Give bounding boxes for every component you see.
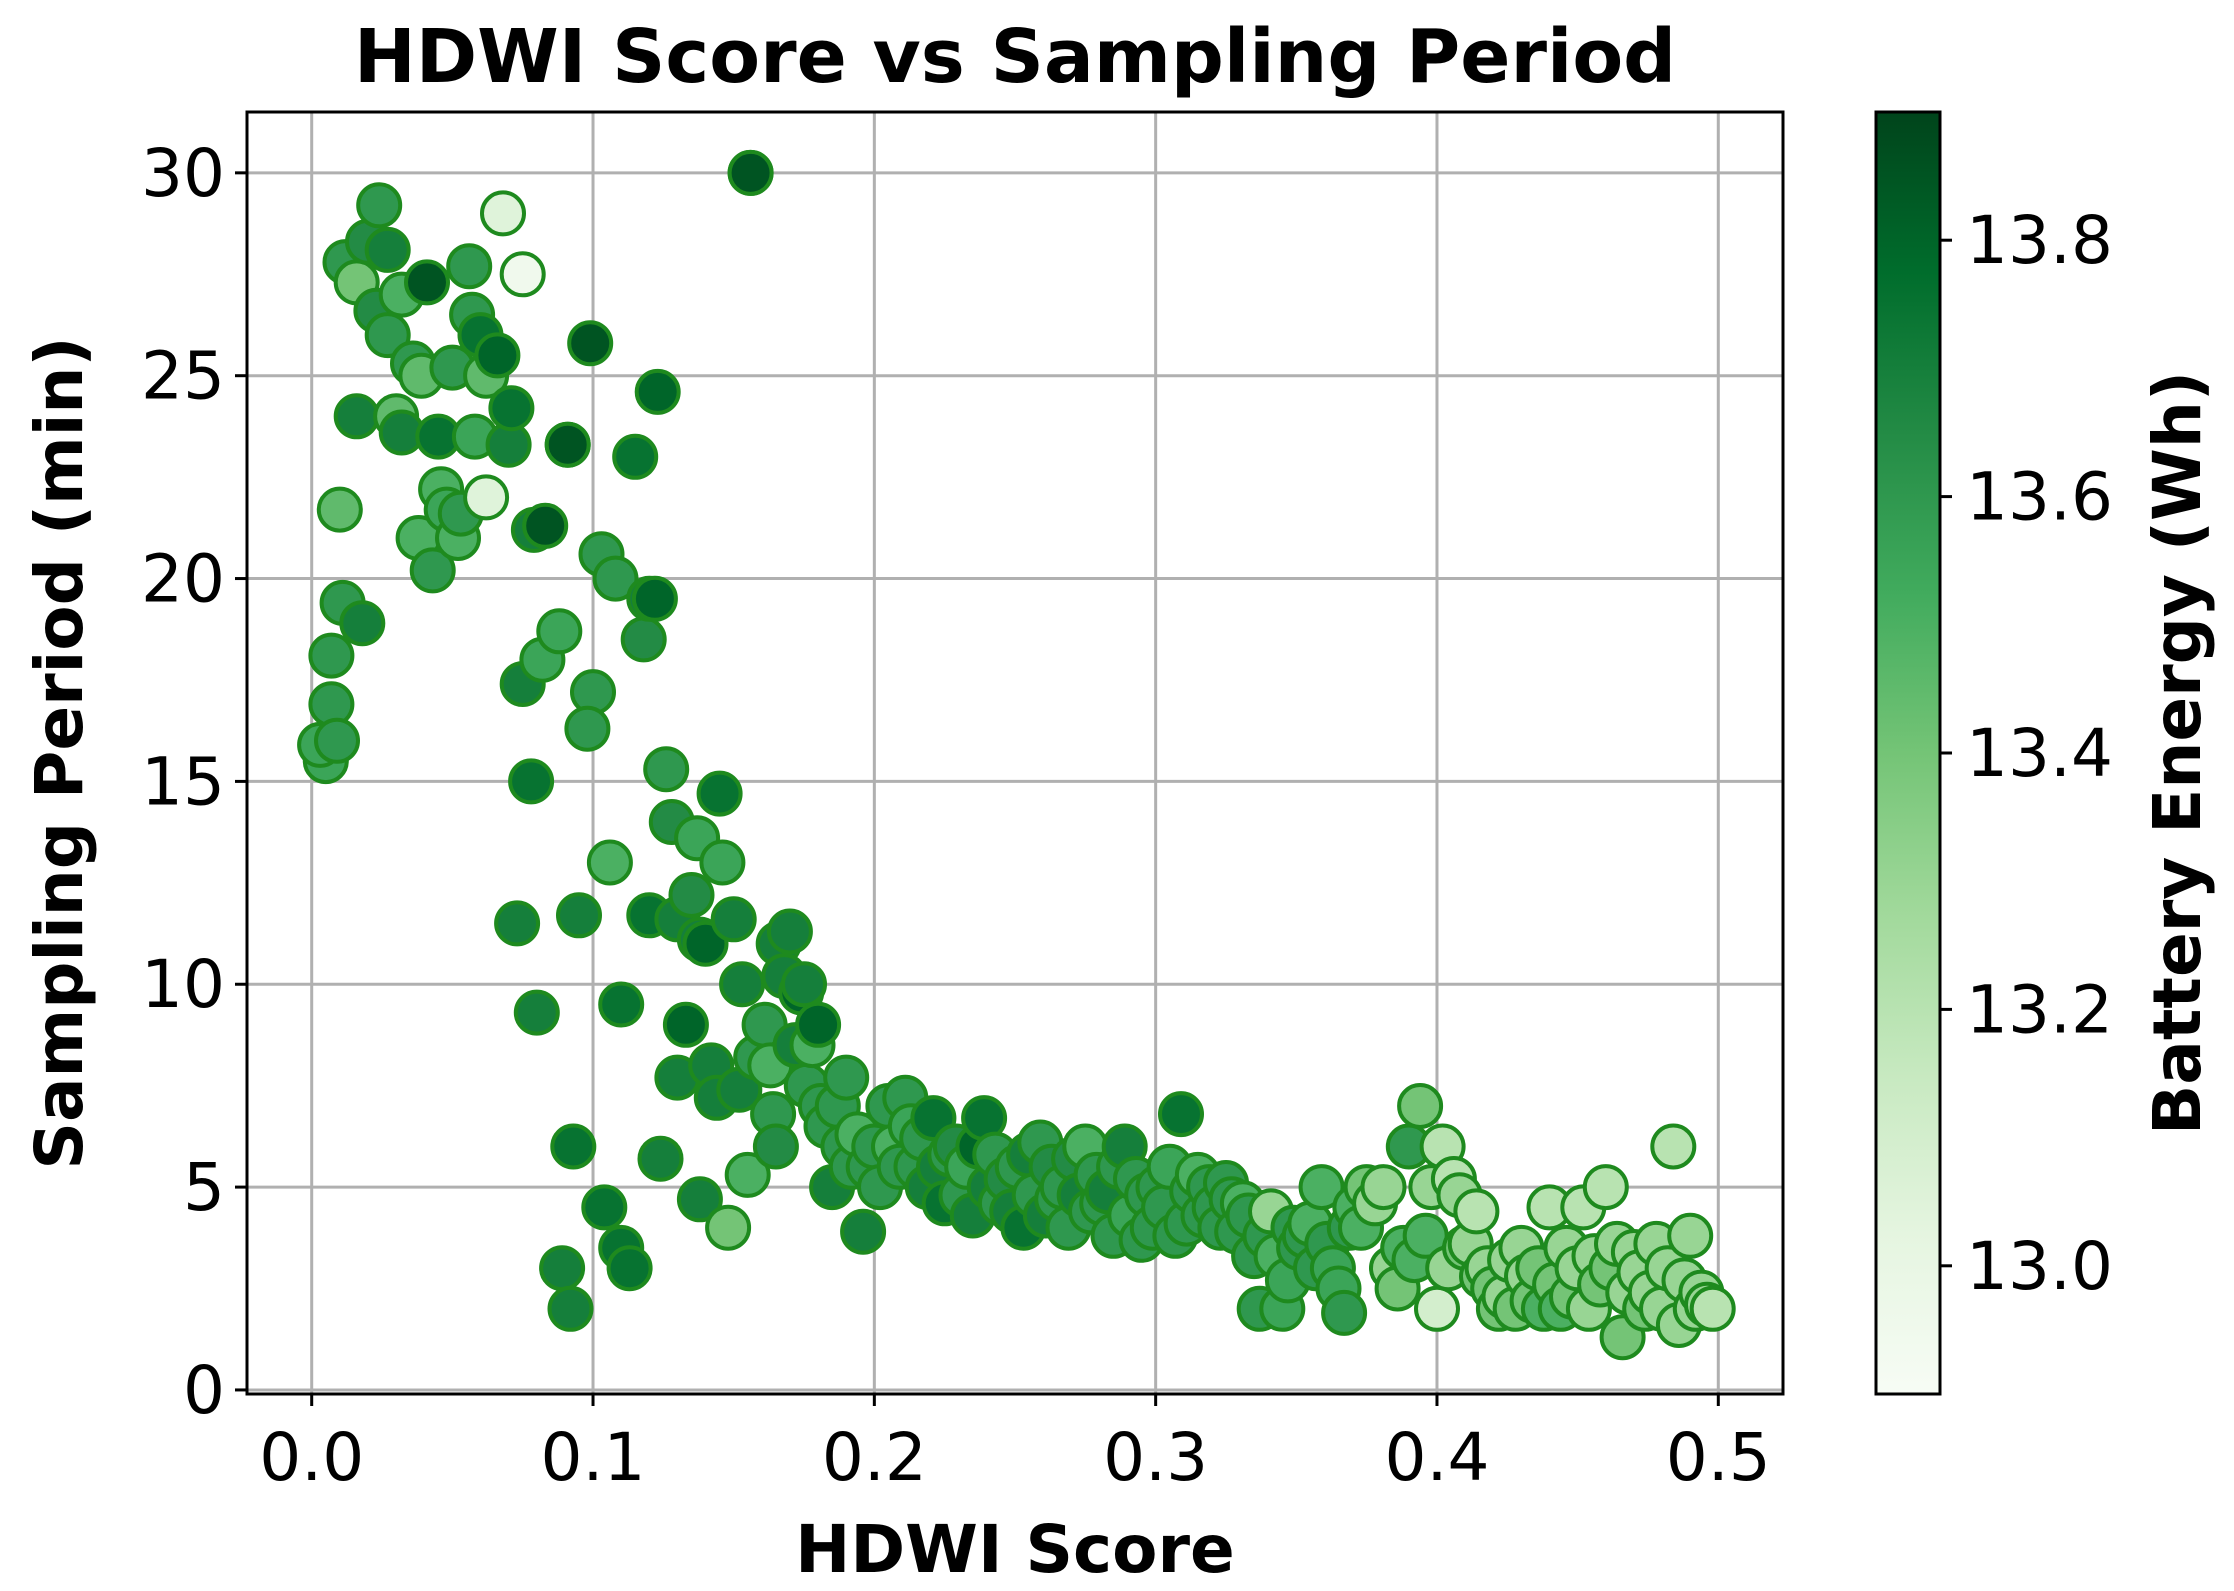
scatter-point — [1453, 1188, 1500, 1235]
scatter-point — [840, 1208, 887, 1255]
x-tick-label: 0.1 — [541, 1419, 646, 1496]
scatter-point — [564, 705, 611, 752]
scatter-point — [409, 547, 456, 594]
scatter-point — [567, 320, 614, 367]
y-tick-label: 15 — [141, 743, 225, 820]
scatter-point — [404, 259, 450, 306]
scatter-point — [308, 632, 355, 679]
scatter-point — [474, 332, 521, 379]
scatter-point — [536, 608, 583, 655]
scatter-point — [513, 989, 560, 1036]
scatter-point — [592, 555, 639, 602]
scatter-point — [463, 474, 510, 521]
y-tick-label: 0 — [183, 1352, 225, 1429]
scatter-point — [556, 892, 602, 939]
x-tick-label: 0.4 — [1384, 1419, 1489, 1496]
scatter-point — [643, 746, 690, 793]
scatter-point — [823, 1054, 870, 1101]
scatter-point — [598, 981, 645, 1028]
scatter-point — [1414, 1285, 1460, 1332]
scatter-point — [795, 1001, 842, 1048]
y-tick-label: 25 — [141, 338, 225, 415]
scatter-point — [446, 243, 493, 290]
colorbar-tick-label: 13.4 — [1966, 715, 2113, 792]
y-tick-label: 30 — [141, 135, 225, 212]
colorbar — [1874, 110, 1942, 1396]
scatter-point — [499, 251, 546, 298]
scatter-point — [1397, 1083, 1444, 1129]
y-tick-label: 10 — [141, 946, 225, 1023]
scatter-point — [676, 1176, 723, 1223]
scatter-point — [727, 149, 774, 196]
scatter-point — [752, 1123, 799, 1170]
scatter-point — [1321, 1289, 1368, 1336]
scatter-point — [634, 368, 681, 415]
scatter-point — [333, 393, 380, 440]
colorbar-tick-label: 13.2 — [1966, 971, 2113, 1048]
scatter-point — [620, 616, 667, 663]
scatter-point — [724, 1151, 771, 1198]
x-tick-label: 0.5 — [1666, 1419, 1771, 1496]
scatter-point — [1298, 1164, 1345, 1211]
scatter-point — [696, 770, 743, 817]
colorbar-tick-label: 13.0 — [1966, 1228, 2113, 1305]
scatter-point — [316, 486, 363, 533]
scatter-point — [314, 717, 360, 764]
scatter-point — [719, 961, 766, 1008]
scatter-point — [606, 1245, 653, 1292]
scatter-point — [631, 575, 678, 622]
colorbar-label: Battery Energy (Wh) — [2139, 371, 2216, 1135]
scatter-point — [339, 600, 386, 647]
x-tick-label: 0.0 — [259, 1419, 364, 1496]
plot-frame — [245, 110, 1785, 1396]
scatter-point — [766, 908, 813, 955]
scatter-point — [662, 1001, 709, 1048]
scatter-point — [1667, 1212, 1714, 1259]
colorbar-ticks-layer: 13.0 13.2 13.4 13.6 13.8 — [1940, 202, 2113, 1305]
scatter-point — [508, 758, 555, 805]
scatter-point — [637, 1135, 684, 1182]
scatter-point — [668, 872, 715, 918]
scatter-point — [1158, 1091, 1204, 1138]
scatter-point — [586, 839, 633, 886]
colorbar-tick-label: 13.6 — [1966, 459, 2113, 536]
scatter-point — [539, 1245, 586, 1292]
scatter-point — [494, 900, 541, 947]
scatter-point — [781, 961, 827, 1008]
points-layer — [297, 149, 1736, 1361]
scatter-point — [705, 1204, 752, 1251]
y-axis-label: Sampling Period (min) — [21, 336, 98, 1169]
x-tick-label: 0.3 — [1103, 1419, 1208, 1496]
scatter-point — [699, 839, 746, 886]
y-tick-label: 20 — [141, 541, 225, 618]
scatter-point — [522, 502, 569, 549]
scatter-point — [612, 433, 659, 480]
scatter-point — [488, 385, 535, 432]
x-axis-label: HDWI Score — [795, 1511, 1235, 1588]
scatter-point — [1689, 1285, 1736, 1332]
scatter-point — [356, 182, 403, 229]
scatter-point — [550, 1123, 597, 1170]
scatter-point — [1582, 1164, 1629, 1211]
scatter-point — [364, 226, 411, 273]
chart-title: HDWI Score vs Sampling Period — [354, 14, 1676, 100]
ticks-layer: 0.0 0.1 0.2 0.3 0.4 0.5 0 5 10 15 20 25 30 — [141, 135, 1771, 1496]
x-tick-label: 0.2 — [822, 1419, 927, 1496]
scatter-point — [1360, 1164, 1407, 1211]
scatter-point — [544, 421, 591, 468]
scatter-point — [581, 1184, 628, 1231]
scatter-point — [480, 190, 526, 237]
colorbar-tick-label: 13.8 — [1966, 202, 2113, 279]
scatter-point — [364, 312, 411, 359]
scatter-point — [547, 1285, 594, 1332]
scatter-point — [710, 896, 757, 943]
y-tick-label: 5 — [183, 1149, 225, 1226]
scatter-point — [1650, 1123, 1697, 1170]
